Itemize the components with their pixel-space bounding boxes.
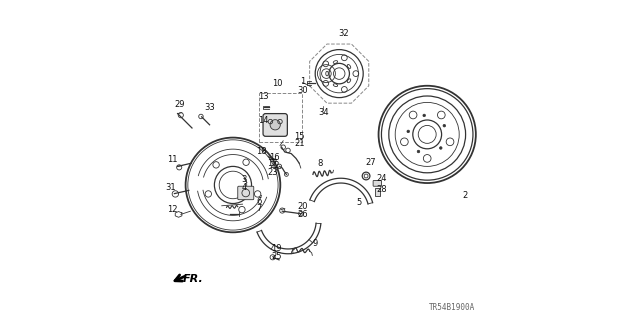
Text: 23: 23 [268, 168, 278, 177]
Text: 31: 31 [165, 183, 175, 192]
Text: 26: 26 [298, 210, 308, 219]
Text: 15: 15 [294, 132, 305, 140]
Circle shape [440, 147, 442, 149]
Circle shape [417, 150, 420, 153]
FancyBboxPatch shape [373, 180, 381, 186]
Text: 29: 29 [174, 100, 184, 109]
Text: 22: 22 [269, 161, 280, 170]
Text: 10: 10 [273, 79, 283, 88]
Text: 19: 19 [271, 244, 282, 253]
Text: 30: 30 [297, 86, 308, 95]
Text: 34: 34 [318, 108, 328, 117]
Text: 27: 27 [365, 158, 376, 167]
Text: 32: 32 [339, 29, 349, 38]
Text: 28: 28 [377, 185, 387, 194]
Circle shape [423, 114, 426, 117]
Text: 2: 2 [462, 191, 467, 200]
Text: 9: 9 [312, 239, 318, 248]
FancyBboxPatch shape [238, 186, 254, 200]
Text: 17: 17 [268, 159, 278, 168]
Text: 25: 25 [271, 252, 282, 261]
Text: 1: 1 [300, 77, 305, 86]
Text: 11: 11 [167, 155, 177, 164]
Text: 7: 7 [257, 204, 262, 213]
Circle shape [270, 120, 280, 130]
Text: FR.: FR. [183, 274, 204, 284]
Text: 12: 12 [167, 205, 177, 214]
Circle shape [443, 124, 445, 127]
Text: 24: 24 [376, 174, 387, 183]
Circle shape [407, 130, 410, 133]
Text: 21: 21 [294, 139, 305, 148]
Text: 13: 13 [258, 92, 268, 100]
Text: 14: 14 [258, 116, 268, 124]
Text: 8: 8 [317, 159, 323, 168]
Text: 6: 6 [257, 197, 262, 206]
Text: 16: 16 [269, 153, 280, 162]
Text: TR54B1900A: TR54B1900A [429, 303, 475, 312]
Text: 4: 4 [241, 183, 246, 192]
FancyBboxPatch shape [263, 114, 287, 136]
Text: 18: 18 [256, 147, 266, 156]
FancyBboxPatch shape [375, 188, 380, 196]
Text: 33: 33 [204, 103, 215, 112]
Text: 3: 3 [241, 175, 246, 184]
Text: 20: 20 [298, 202, 308, 211]
Text: 5: 5 [356, 198, 362, 207]
